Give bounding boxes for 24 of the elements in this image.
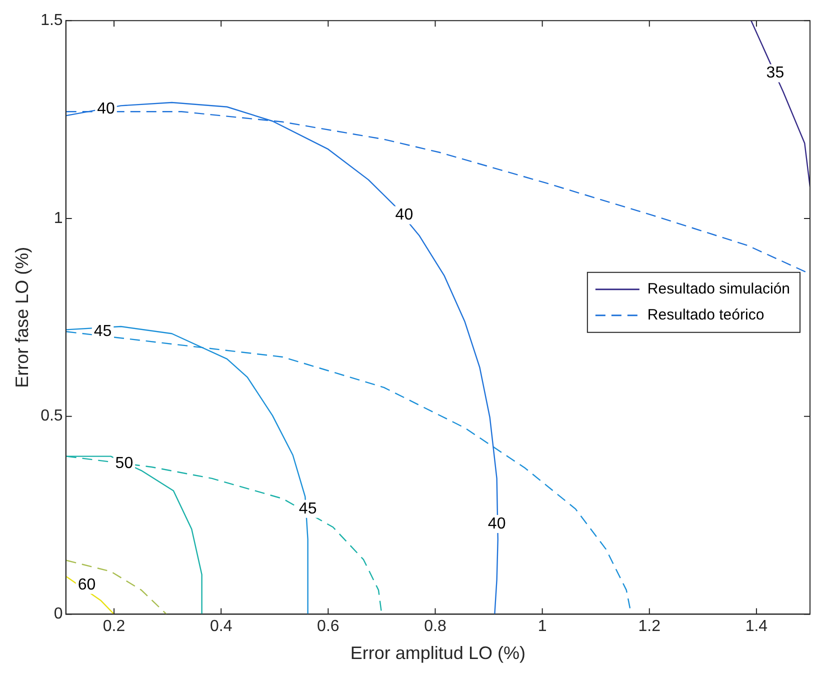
x-tick-label: 0.8 <box>424 618 446 636</box>
annotation: 50 <box>115 454 134 472</box>
legend-label: Resultado simulación <box>647 280 790 298</box>
y-tick-label: 0 <box>54 606 63 623</box>
y-axis-title: Error fase LO (%) <box>12 246 32 388</box>
x-tick-label: 1.2 <box>638 618 661 636</box>
annotation: 40 <box>488 515 506 532</box>
y-tick-label: 1.5 <box>40 12 63 30</box>
annotation: 35 <box>766 64 784 82</box>
y-tick-label: 1 <box>54 210 63 227</box>
x-tick-label: 0.4 <box>210 618 232 636</box>
annotation: 45 <box>94 323 112 340</box>
x-tick-label: 1 <box>538 618 547 636</box>
line-series <box>66 560 168 614</box>
x-tick-label: 0.6 <box>317 618 340 636</box>
x-tick-label: 0.2 <box>102 618 126 636</box>
y-tick-label: 0.5 <box>40 408 63 425</box>
annotation: 60 <box>78 576 96 594</box>
x-tick-label: 1.4 <box>745 618 768 636</box>
annotation: 40 <box>97 100 115 118</box>
x-axis-title: Error amplitud LO (%) <box>350 643 526 664</box>
legend-label: Resultado teórico <box>647 306 764 324</box>
annotation: 45 <box>298 500 317 518</box>
annotation: 40 <box>395 206 414 224</box>
